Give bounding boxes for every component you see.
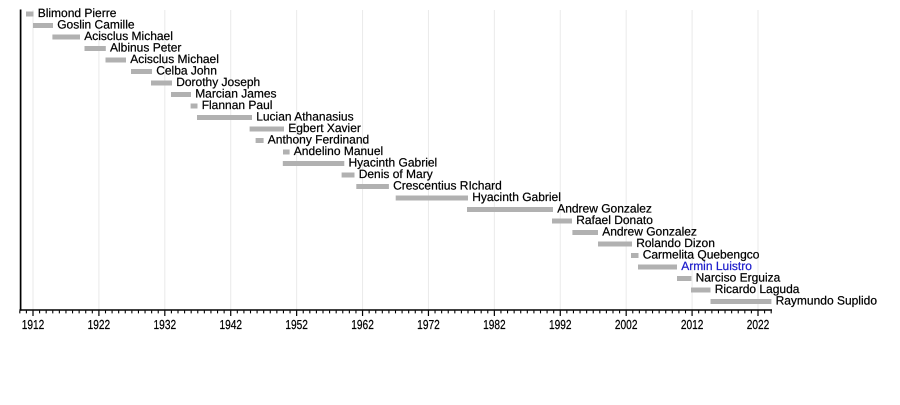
- svg-text:Hyacinth Gabriel: Hyacinth Gabriel: [472, 190, 561, 204]
- svg-text:1942: 1942: [219, 317, 242, 332]
- svg-text:1922: 1922: [88, 317, 111, 332]
- svg-text:Dorothy Joseph: Dorothy Joseph: [176, 75, 260, 89]
- svg-text:Lucian Athanasius: Lucian Athanasius: [256, 110, 353, 124]
- svg-text:Andrew Gonzalez: Andrew Gonzalez: [602, 225, 697, 239]
- svg-text:1962: 1962: [351, 317, 374, 332]
- svg-text:2022: 2022: [747, 317, 770, 332]
- svg-text:Acisclus Michael: Acisclus Michael: [84, 29, 173, 43]
- svg-text:Narciso Erguiza: Narciso Erguiza: [696, 271, 781, 285]
- svg-text:1982: 1982: [483, 317, 506, 332]
- svg-text:Egbert Xavier: Egbert Xavier: [288, 121, 361, 135]
- svg-text:2002: 2002: [615, 317, 638, 332]
- svg-text:Marcian James: Marcian James: [195, 87, 276, 101]
- svg-text:Goslin Camille: Goslin Camille: [57, 18, 135, 32]
- svg-text:Armin Luistro: Armin Luistro: [681, 259, 752, 273]
- svg-text:Ricardo Laguda: Ricardo Laguda: [715, 282, 800, 296]
- svg-text:2012: 2012: [681, 317, 704, 332]
- svg-text:Celba John: Celba John: [156, 64, 217, 78]
- svg-text:Raymundo Suplido: Raymundo Suplido: [776, 294, 878, 308]
- svg-text:Flannan Paul: Flannan Paul: [202, 98, 273, 112]
- svg-text:1912: 1912: [22, 317, 45, 332]
- svg-text:Crescentius RIchard: Crescentius RIchard: [393, 179, 502, 193]
- svg-text:Andrew Gonzalez: Andrew Gonzalez: [557, 202, 652, 216]
- svg-text:Andelino Manuel: Andelino Manuel: [294, 144, 383, 158]
- svg-text:Blimond Pierre: Blimond Pierre: [38, 6, 117, 20]
- svg-text:Denis of Mary: Denis of Mary: [359, 167, 433, 181]
- svg-text:1992: 1992: [549, 317, 572, 332]
- svg-text:Albinus Peter: Albinus Peter: [110, 41, 181, 55]
- svg-text:1952: 1952: [285, 317, 308, 332]
- svg-text:Acisclus Michael: Acisclus Michael: [130, 52, 219, 66]
- svg-text:Rolando Dizon: Rolando Dizon: [636, 236, 715, 250]
- svg-text:Rafael Donato: Rafael Donato: [576, 213, 653, 227]
- svg-text:Anthony Ferdinand: Anthony Ferdinand: [268, 133, 369, 147]
- svg-text:1932: 1932: [154, 317, 177, 332]
- svg-text:Carmelita Quebengco: Carmelita Quebengco: [643, 248, 760, 262]
- svg-text:1972: 1972: [417, 317, 440, 332]
- svg-text:Hyacinth Gabriel: Hyacinth Gabriel: [349, 156, 438, 170]
